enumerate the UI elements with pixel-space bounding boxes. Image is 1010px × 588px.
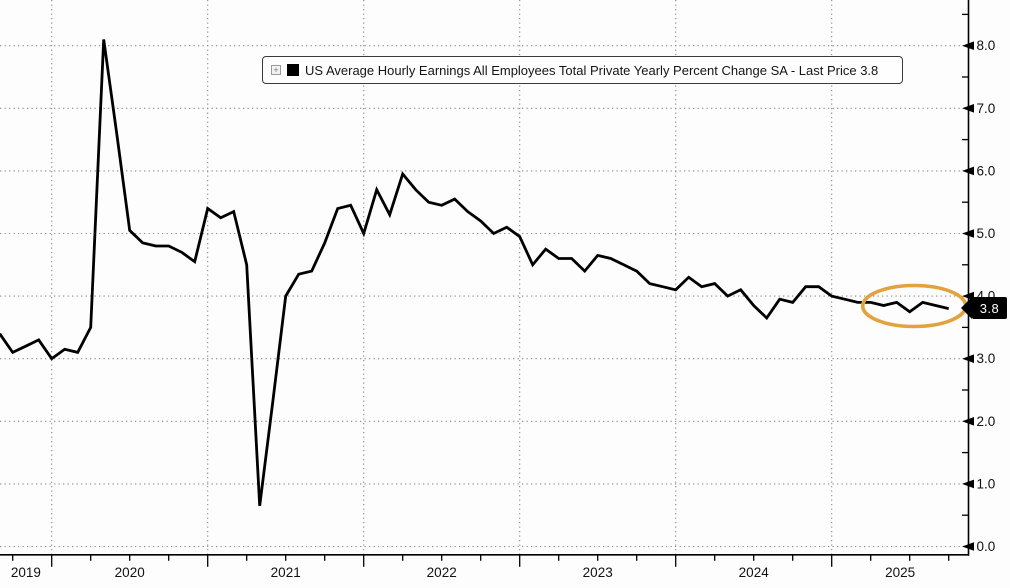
series-line [0,39,950,506]
x-axis-year-label: 2019 [11,565,41,580]
highlight-ellipse-annotation [860,283,968,329]
y-axis-tick-label: 1.0 [977,476,996,491]
x-axis-year-label: 2021 [271,565,301,580]
expand-box-icon[interactable]: + [271,65,281,75]
x-axis-year-label: 2025 [885,565,915,580]
y-axis-tick-label: 7.0 [977,101,996,116]
y-axis-tick-label: 5.0 [977,226,996,241]
badge-arrow-icon [961,297,972,319]
legend-box[interactable]: + US Average Hourly Earnings All Employe… [262,56,903,84]
last-price-badge: 3.8 [961,297,1007,319]
x-axis-year-label: 2020 [115,565,145,580]
x-axis-year-label: 2023 [583,565,613,580]
series-marker-icon [287,64,299,76]
y-axis-tick-label: 2.0 [977,414,996,429]
legend-label: US Average Hourly Earnings All Employees… [305,62,879,78]
y-axis-tick-label: 0.0 [977,539,996,554]
x-axis-year-label: 2024 [739,565,770,580]
y-axis-tick-label: 3.0 [977,351,996,366]
y-axis-tick-label: 8.0 [977,38,996,53]
x-axis-year-label: 2022 [427,565,457,580]
last-price-value: 3.8 [972,297,1007,319]
y-axis-tick-label: 6.0 [977,163,996,178]
